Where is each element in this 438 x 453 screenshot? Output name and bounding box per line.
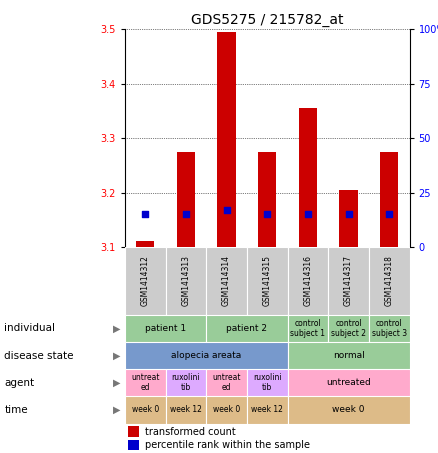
Point <box>264 211 271 218</box>
Text: patient 2: patient 2 <box>226 324 267 333</box>
Bar <box>166 396 206 424</box>
Bar <box>287 342 410 369</box>
Text: ruxolini
tib: ruxolini tib <box>172 373 200 392</box>
Text: week 12: week 12 <box>170 405 202 414</box>
Bar <box>328 315 369 342</box>
Bar <box>287 369 410 396</box>
Bar <box>247 369 287 396</box>
Text: control
subject 1: control subject 1 <box>290 319 325 338</box>
Bar <box>287 247 328 315</box>
Bar <box>247 247 287 315</box>
Bar <box>125 342 287 369</box>
Text: normal: normal <box>332 351 364 360</box>
Text: week 0: week 0 <box>131 405 159 414</box>
Bar <box>287 315 328 342</box>
Bar <box>125 247 166 315</box>
Text: ▶: ▶ <box>113 405 120 415</box>
Bar <box>287 396 410 424</box>
Text: GSM1414314: GSM1414314 <box>222 255 231 306</box>
Bar <box>369 315 410 342</box>
Text: week 12: week 12 <box>251 405 283 414</box>
Text: percentile rank within the sample: percentile rank within the sample <box>145 440 310 450</box>
Point <box>304 211 311 218</box>
Title: GDS5275 / 215782_at: GDS5275 / 215782_at <box>191 13 343 27</box>
Bar <box>166 247 206 315</box>
Text: GSM1414317: GSM1414317 <box>344 255 353 306</box>
Bar <box>125 396 166 424</box>
Point <box>141 211 148 218</box>
Text: individual: individual <box>4 323 55 333</box>
Bar <box>299 108 317 247</box>
Bar <box>258 152 276 247</box>
Text: untreated: untreated <box>326 378 371 387</box>
Text: GSM1414312: GSM1414312 <box>141 255 150 306</box>
Bar <box>125 369 166 396</box>
Bar <box>206 247 247 315</box>
Text: ▶: ▶ <box>113 351 120 361</box>
Text: disease state: disease state <box>4 351 74 361</box>
Point <box>223 206 230 213</box>
Text: untreat
ed: untreat ed <box>212 373 241 392</box>
Bar <box>217 32 236 247</box>
Point <box>345 211 352 218</box>
Bar <box>206 369 247 396</box>
Text: time: time <box>4 405 28 415</box>
Text: GSM1414313: GSM1414313 <box>181 255 191 306</box>
Text: GSM1414315: GSM1414315 <box>263 255 272 306</box>
Text: week 0: week 0 <box>332 405 365 414</box>
Text: ▶: ▶ <box>113 323 120 333</box>
Text: week 0: week 0 <box>213 405 240 414</box>
Bar <box>125 315 206 342</box>
Text: GSM1414318: GSM1414318 <box>385 255 394 306</box>
Point <box>182 211 189 218</box>
Text: transformed count: transformed count <box>145 427 236 437</box>
Bar <box>206 315 287 342</box>
Text: control
subject 2: control subject 2 <box>331 319 366 338</box>
Bar <box>328 247 369 315</box>
Bar <box>247 396 287 424</box>
Bar <box>177 152 195 247</box>
Bar <box>127 427 139 437</box>
Bar <box>136 241 154 247</box>
Text: patient 1: patient 1 <box>145 324 186 333</box>
Text: GSM1414316: GSM1414316 <box>304 255 312 306</box>
Text: control
subject 3: control subject 3 <box>371 319 407 338</box>
Bar <box>380 152 398 247</box>
Bar <box>166 369 206 396</box>
Bar <box>206 396 247 424</box>
Text: ruxolini
tib: ruxolini tib <box>253 373 282 392</box>
Text: agent: agent <box>4 378 35 388</box>
Bar <box>339 190 358 247</box>
Text: untreat
ed: untreat ed <box>131 373 159 392</box>
Bar <box>369 247 410 315</box>
Bar <box>127 440 139 450</box>
Point <box>386 211 393 218</box>
Text: ▶: ▶ <box>113 378 120 388</box>
Text: alopecia areata: alopecia areata <box>171 351 241 360</box>
